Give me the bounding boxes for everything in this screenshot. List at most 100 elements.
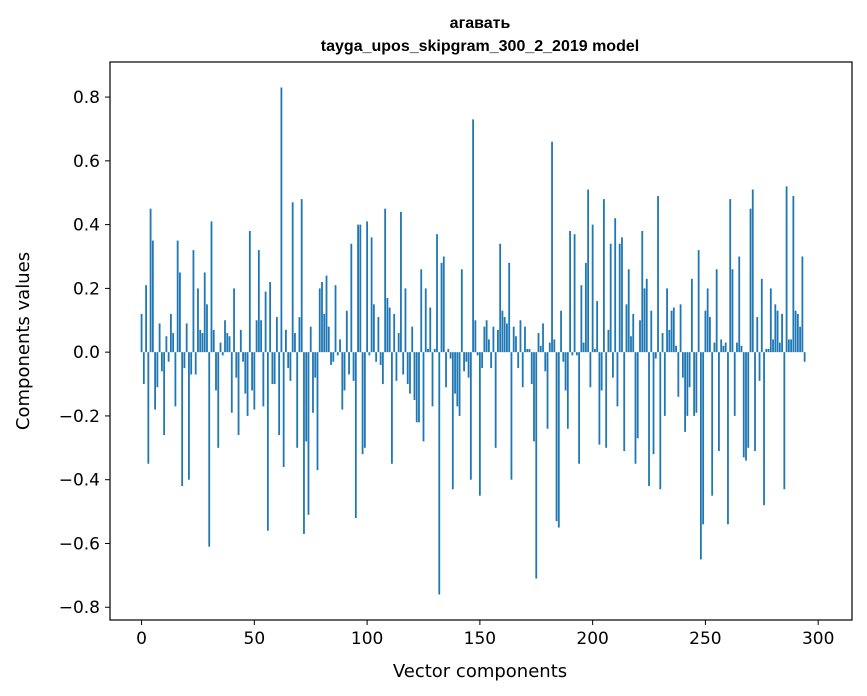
- bar: [397, 333, 400, 353]
- bar: [765, 348, 768, 353]
- bar: [713, 342, 716, 353]
- bar: [503, 317, 506, 353]
- bar: [539, 345, 542, 353]
- bar: [278, 352, 281, 436]
- bar: [668, 329, 671, 353]
- bar: [264, 291, 267, 353]
- bar: [303, 352, 305, 534]
- bar: [598, 352, 601, 445]
- bar: [167, 352, 170, 362]
- bar: [350, 243, 353, 353]
- bar: [774, 304, 777, 353]
- bar: [679, 304, 682, 353]
- bar: [442, 256, 445, 353]
- bar: [659, 352, 662, 490]
- bar: [790, 339, 792, 353]
- bar: [571, 352, 574, 356]
- bar: [754, 352, 756, 452]
- bar: [253, 352, 256, 410]
- bar: [413, 352, 416, 400]
- bar: [285, 329, 287, 353]
- bar: [163, 352, 166, 436]
- bar: [323, 313, 326, 353]
- bar: [474, 320, 477, 353]
- bar: [395, 352, 398, 381]
- bar: [294, 333, 296, 353]
- bar: [379, 352, 382, 365]
- bar: [212, 329, 215, 353]
- y-tick-label: 0.2: [73, 279, 100, 299]
- bar: [785, 186, 788, 353]
- bar: [298, 317, 301, 353]
- bar: [307, 352, 310, 515]
- bar: [206, 304, 208, 353]
- bar: [330, 352, 332, 365]
- bar: [751, 189, 754, 353]
- bar: [183, 352, 186, 369]
- bar: [623, 352, 626, 452]
- bar: [363, 352, 366, 448]
- y-tick-label: 0.0: [73, 343, 100, 363]
- bar: [706, 288, 709, 353]
- bar: [165, 336, 168, 353]
- bar: [600, 352, 603, 391]
- bar: [377, 317, 380, 353]
- bar: [483, 326, 486, 353]
- bar: [519, 320, 522, 353]
- bar: [731, 269, 734, 353]
- bar: [235, 352, 238, 378]
- bar: [758, 352, 761, 381]
- x-tick-label: 100: [351, 629, 383, 649]
- bar: [386, 297, 389, 353]
- bar: [580, 285, 583, 353]
- plot-frame: [109, 61, 853, 621]
- bar: [562, 352, 565, 362]
- bar: [578, 352, 580, 464]
- bar: [208, 352, 211, 547]
- bar: [738, 256, 741, 353]
- y-axis: −0.8 −0.6 −0.4 −0.2 0.0 0.2 0.4 0.6 0.8: [59, 88, 110, 618]
- bar: [388, 307, 391, 353]
- bar: [584, 262, 587, 353]
- bar: [454, 352, 456, 394]
- bar: [433, 348, 436, 353]
- bar: [740, 345, 743, 353]
- bar: [438, 352, 441, 595]
- bar: [715, 269, 718, 353]
- bar: [677, 352, 680, 397]
- x-tick-label: 0: [136, 629, 147, 649]
- bar: [589, 352, 592, 388]
- bar: [593, 348, 596, 353]
- bar: [248, 230, 251, 353]
- bar: [742, 352, 745, 458]
- y-tick-label: 0.4: [73, 216, 100, 236]
- bar: [596, 301, 599, 353]
- bar: [424, 288, 427, 353]
- bar: [645, 278, 648, 353]
- bar: [641, 230, 644, 353]
- bar: [767, 348, 770, 353]
- bar: [271, 352, 274, 385]
- bar: [636, 352, 639, 439]
- bar: [456, 352, 459, 407]
- bar: [147, 352, 150, 464]
- bar: [564, 352, 567, 391]
- bar: [436, 234, 438, 353]
- bar: [316, 352, 319, 471]
- bar: [357, 224, 359, 353]
- bar: [160, 352, 163, 372]
- bar: [621, 237, 623, 353]
- bar: [384, 208, 387, 353]
- bar: [445, 352, 447, 388]
- bar: [778, 342, 781, 353]
- bar: [548, 342, 551, 353]
- bar: [557, 352, 560, 528]
- bar: [145, 285, 147, 353]
- bar: [796, 313, 799, 353]
- bar: [312, 352, 314, 413]
- x-tick-label: 250: [689, 629, 721, 649]
- bar: [783, 352, 786, 490]
- bar: [711, 352, 714, 496]
- bar: [327, 326, 330, 353]
